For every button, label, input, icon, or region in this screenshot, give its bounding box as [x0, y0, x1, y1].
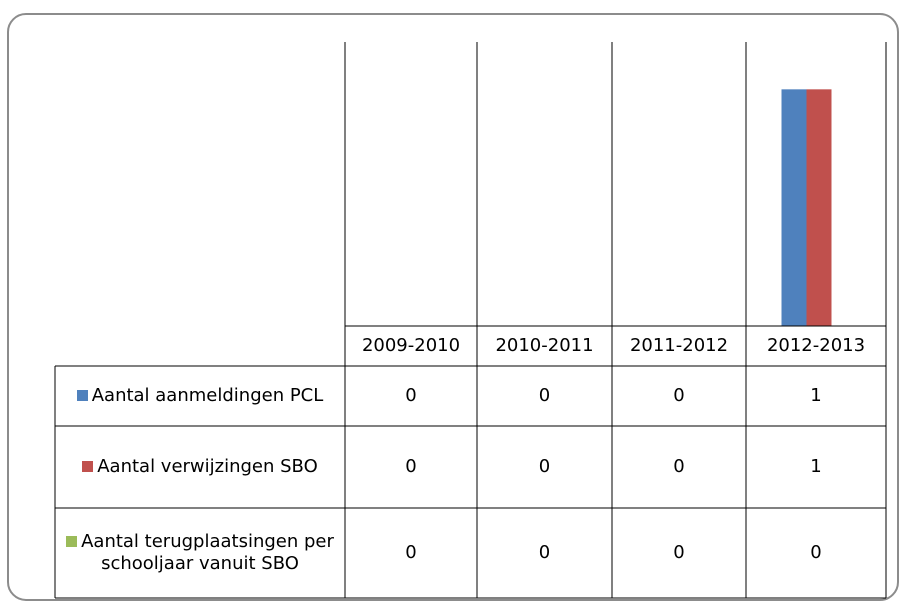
- data-table-value: 0: [810, 542, 822, 563]
- legend-entry: Aantal aanmeldingen PCL: [55, 366, 345, 426]
- legend-entry: Aantal verwijzingen SBO: [55, 426, 345, 508]
- data-table-value: 0: [538, 385, 551, 406]
- legend-text: Aantal verwijzingen SBO: [82, 456, 318, 478]
- legend-text: Aantal aanmeldingen PCL: [76, 385, 324, 407]
- data-table-value: 1: [810, 385, 822, 406]
- legend-entry: Aantal terugplaatsingen per schooljaar v…: [55, 508, 345, 598]
- category-label: 2012-2013: [766, 335, 866, 356]
- data-table-value: 0: [405, 385, 417, 406]
- data-table-value: 0: [538, 542, 551, 563]
- category-label: 2010-2011: [495, 335, 594, 356]
- chart-border: [7, 13, 899, 601]
- bar: [806, 89, 832, 326]
- legend-text: Aantal terugplaatsingen per schooljaar v…: [59, 531, 341, 575]
- legend-label: Aantal verwijzingen SBO: [97, 456, 318, 477]
- data-table-value: 0: [673, 385, 685, 406]
- data-table-value: 0: [405, 456, 417, 477]
- legend-label: Aantal aanmeldingen PCL: [91, 385, 324, 406]
- legend-label: Aantal terugplaatsingen per schooljaar v…: [81, 531, 334, 574]
- data-table-value: 1: [810, 456, 822, 477]
- bar: [781, 89, 807, 326]
- data-table-value: 0: [673, 456, 685, 477]
- legend-key: [66, 536, 78, 547]
- category-label: 2009-2010: [361, 335, 461, 356]
- category-label: 2011-2012: [629, 335, 729, 356]
- legend-key: [82, 461, 94, 472]
- data-table-value: 0: [673, 542, 685, 563]
- data-table-value: 0: [405, 542, 417, 563]
- legend-key: [76, 390, 88, 401]
- data-table-value: 0: [538, 456, 551, 477]
